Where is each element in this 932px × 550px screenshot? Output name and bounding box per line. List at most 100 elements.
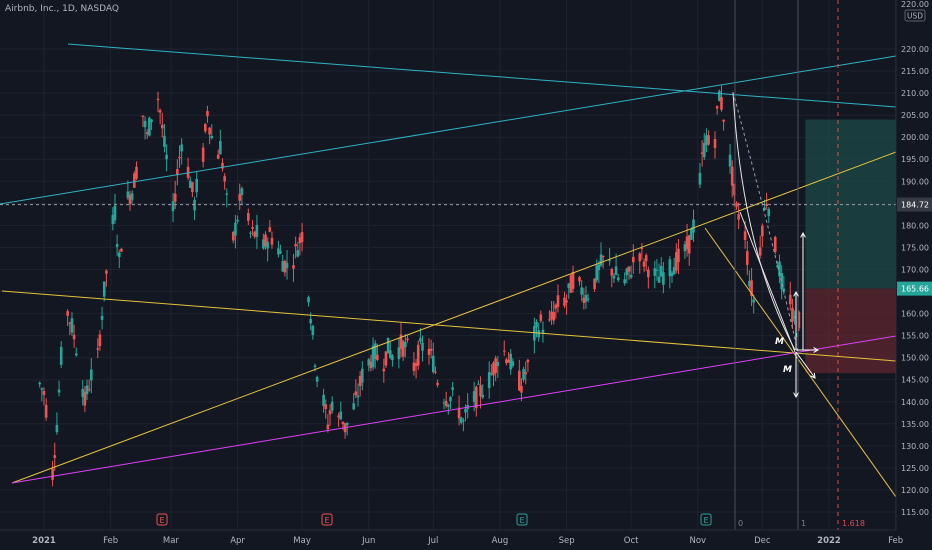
candle-body (763, 207, 766, 211)
candle-body (490, 373, 493, 375)
time-axis[interactable]: 2021 Feb Mar Apr May Jun Jul Aug Sep Oct Nov Dec 202… (0, 529, 903, 550)
arrow-down-right-head (810, 372, 816, 379)
time-tick-label: 2022 (817, 536, 841, 546)
price-tick-label: 220.00 (901, 45, 929, 54)
candle-body (718, 90, 721, 101)
price-tick-label: 135.00 (901, 420, 929, 429)
candle-body (631, 256, 635, 263)
candle-body (352, 403, 355, 410)
price-axis[interactable]: 115.00 120.00 125.00 130.00 135.00 140.00 145.… (895, 0, 932, 550)
candle-body (253, 231, 257, 237)
candle-body (115, 244, 119, 247)
current-price-badge (897, 281, 932, 296)
m-label: M (775, 337, 784, 347)
earnings-marker-box (700, 513, 712, 526)
arrow-down-right (795, 351, 816, 379)
time-tick-label: Jun (361, 536, 375, 546)
candle-body (83, 391, 87, 406)
yellow-decline-line (704, 227, 897, 498)
teal-resistance-line (67, 43, 897, 108)
candle-body (687, 235, 691, 254)
candle-body (373, 343, 377, 359)
annotations: M M 0 1 1.618 E E E E (156, 337, 865, 528)
candle-body (163, 135, 166, 147)
candle-body (776, 265, 779, 267)
candle-body (702, 142, 706, 158)
candle-body (219, 140, 222, 155)
time-tick-label: Jul (427, 536, 438, 546)
candle-body (578, 277, 581, 282)
candle-body (145, 132, 149, 135)
candle-body (356, 395, 360, 398)
candle-body (477, 383, 480, 385)
candle-body (135, 166, 138, 179)
candle-body (642, 261, 646, 267)
candle-body (548, 319, 551, 321)
candle-body (623, 279, 626, 284)
candle-body (66, 311, 69, 316)
candle-body (285, 262, 289, 269)
candle-body (55, 425, 59, 433)
time-tick-label: Dec (754, 536, 771, 546)
candle-body (797, 311, 801, 329)
candle-body (582, 297, 586, 303)
loss-zone (805, 288, 898, 374)
candle-body (173, 193, 177, 202)
candle-body (537, 330, 540, 338)
candle-body (752, 299, 756, 303)
teal-upper-channel-line (0, 55, 897, 205)
candle-body (505, 359, 508, 364)
price-tick-label-top: 220.00 (901, 0, 929, 9)
price-tick-label: 195.00 (901, 155, 929, 164)
candle-body (53, 455, 57, 458)
candle-body (737, 214, 740, 220)
price-tick-label: 120.00 (901, 486, 929, 495)
candle-body (526, 359, 530, 363)
arc-curve-solid (732, 91, 796, 351)
time-tick-label: Nov (690, 536, 707, 546)
candle-body (593, 278, 596, 290)
candle-body (249, 232, 252, 234)
candle-body (595, 265, 599, 281)
earnings-marker-box (516, 513, 528, 526)
candle-body (156, 98, 160, 101)
arrow-up-long-head (800, 231, 806, 238)
candle-body (552, 312, 556, 321)
candle-body (369, 361, 373, 369)
reference-price-badge (897, 197, 932, 212)
candle-body (141, 115, 145, 118)
earnings-marker: E (519, 516, 524, 525)
candle-body (550, 311, 553, 320)
price-tick-label: 140.00 (901, 398, 929, 407)
candle-body (296, 250, 300, 257)
candle-body (120, 248, 123, 252)
candle-body (231, 231, 235, 241)
candle-body (586, 298, 590, 300)
candle-body (283, 260, 287, 273)
candle-body (298, 237, 302, 243)
candle-body (765, 203, 768, 206)
candle-body (647, 269, 650, 278)
candle-body (223, 176, 226, 182)
candle-body (130, 193, 134, 200)
candle-body (750, 280, 753, 296)
candle-body (502, 350, 506, 352)
candle-body (778, 261, 781, 277)
candle-body (462, 420, 465, 422)
candle-body (133, 173, 136, 188)
candle-body (324, 404, 328, 409)
candle-body (328, 410, 332, 415)
candle-body (509, 353, 512, 370)
candle-body (522, 368, 525, 380)
candle-body (416, 344, 420, 366)
candle-body (791, 308, 794, 322)
candle-body (384, 351, 388, 366)
candle-body (675, 252, 678, 271)
candle-body (554, 304, 558, 309)
candle-body (481, 394, 485, 398)
candle-body (279, 251, 282, 253)
candle-body (705, 135, 708, 145)
candle-body (96, 348, 100, 350)
